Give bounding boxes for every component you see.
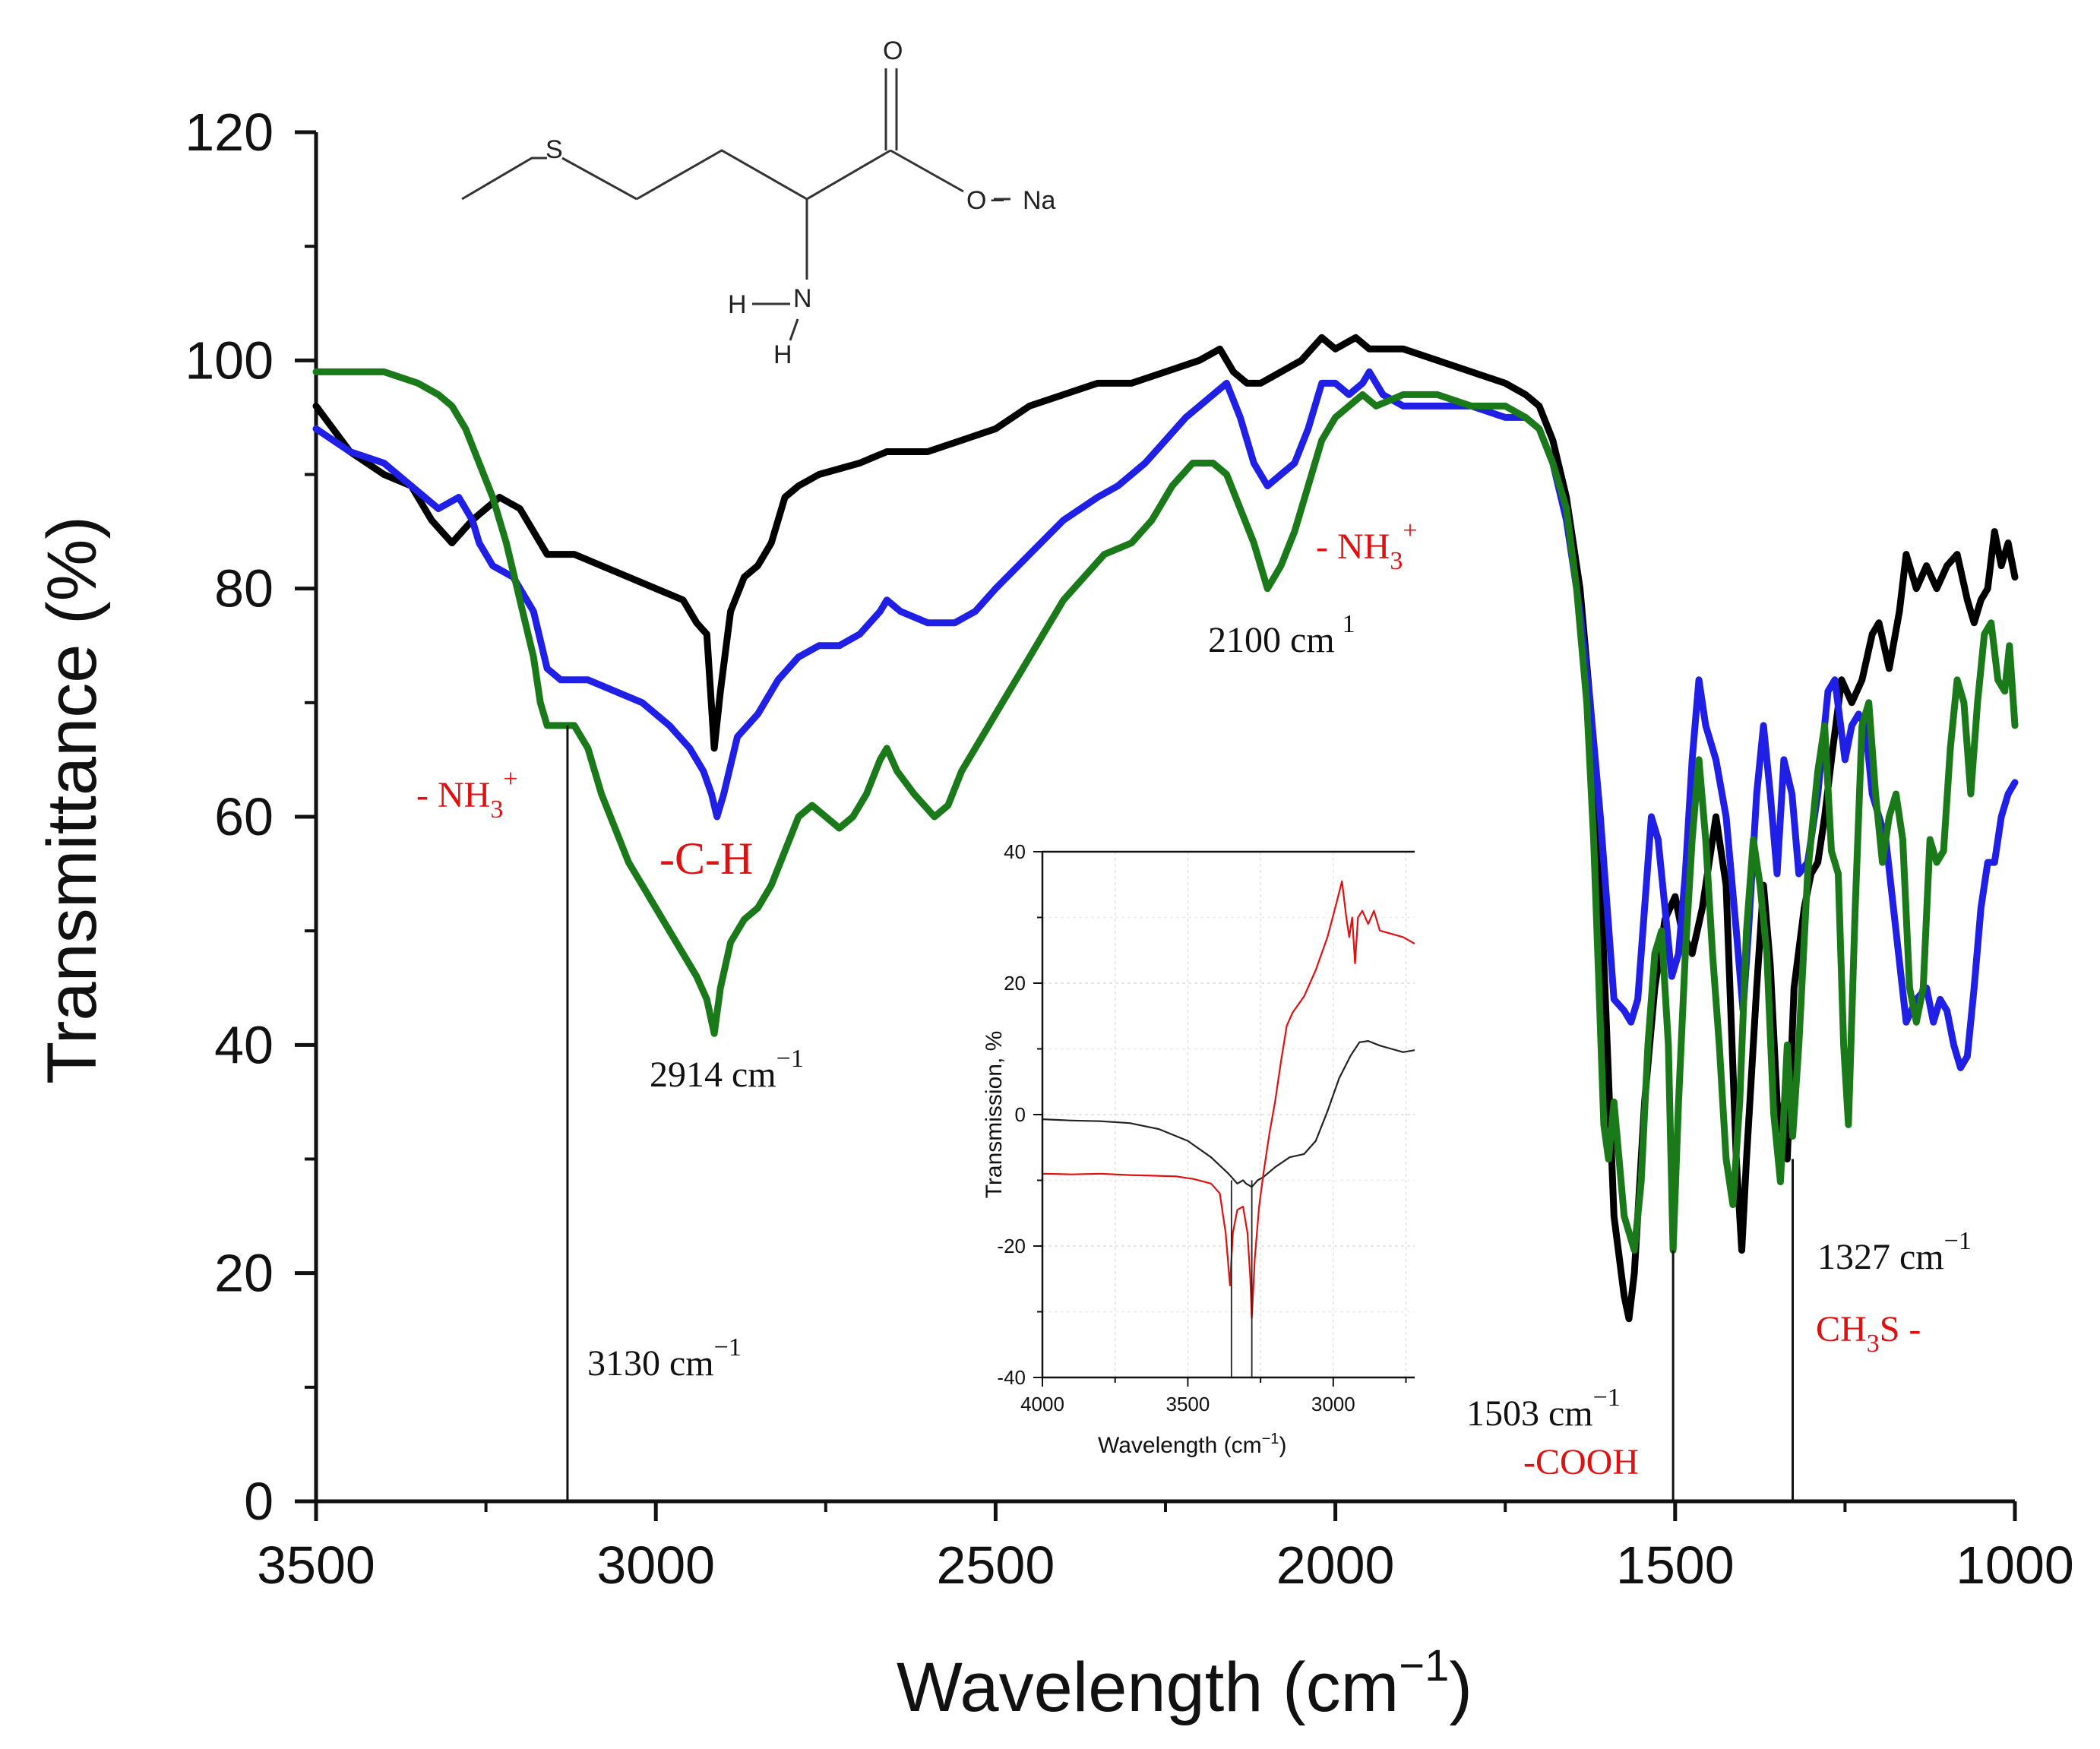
x-tick-label: 1500: [1616, 1536, 1735, 1595]
inset-y-axis-title: Transmission, %: [982, 1031, 1007, 1199]
atom-na: Na: [1023, 186, 1056, 215]
label-3130: 3130 cm−1: [587, 1333, 742, 1384]
y-tick-label: 120: [185, 103, 274, 162]
inset-y-tick-label: 0: [1015, 1103, 1026, 1126]
bond-s-c: [561, 157, 637, 201]
inset-x-tick-label: 3500: [1165, 1393, 1210, 1415]
inset-x-tick-label: 3000: [1311, 1393, 1355, 1415]
inset-y-tick-label: -20: [997, 1235, 1026, 1257]
main-axes: 3500 3000 2500 2000 1500 1000 0 20 40 60 80 100 120: [185, 103, 2074, 1595]
label-ch: -C-H: [659, 833, 753, 884]
label-1503: 1503 cm−1: [1466, 1384, 1621, 1434]
main-series-group: [312, 334, 2019, 1323]
atom-s: S: [546, 135, 563, 164]
bond-chain: [636, 149, 891, 201]
y-tick-label: 40: [214, 1015, 274, 1074]
inset-x-axis-title: Wavelength (cm−1): [1098, 1431, 1286, 1458]
inset-axes: 4000 3500 3000 -40 -20 0 20 40: [997, 840, 1415, 1415]
y-tick-label: 100: [185, 331, 274, 390]
structure-bonds: [461, 157, 547, 201]
x-tick-label: 1000: [1956, 1536, 2074, 1595]
label-ch3s: CH3S -: [1816, 1309, 1921, 1358]
series-line-green: [312, 368, 2019, 1254]
label-1327: 1327 cm−1: [1817, 1227, 1972, 1277]
label-cooh: -COOH: [1523, 1442, 1639, 1482]
inset-series-group: [1042, 880, 1415, 1377]
y-tick-label: 0: [244, 1472, 274, 1531]
atom-h-bottom: H: [773, 340, 792, 369]
inset-y-tick-label: 20: [1004, 972, 1026, 995]
label-nh3-left: - NH3+: [416, 765, 518, 824]
label-2100: 2100 cm 1: [1208, 610, 1355, 660]
reference-lines: [566, 725, 1795, 1501]
atom-n: N: [793, 284, 812, 313]
x-axis-title: Wavelength (cm−1): [897, 1641, 1472, 1726]
label-2914: 2914 cm−1: [650, 1045, 804, 1095]
molecule-structure: S O O − Na H N H: [461, 36, 1056, 369]
x-tick-label: 2000: [1276, 1536, 1395, 1595]
y-axis-title: Transmittance (%): [33, 516, 111, 1084]
series-line-blue: [312, 368, 2019, 1071]
atom-o-top: O: [883, 36, 903, 65]
inset-y-tick-label: -40: [997, 1366, 1026, 1389]
x-tick-label: 2500: [937, 1536, 1055, 1595]
atom-sep: −: [990, 186, 1005, 215]
inset-y-tick-label: 40: [1004, 840, 1026, 863]
label-nh3-right: - NH3+: [1316, 517, 1418, 575]
inset-series-line-red: [1042, 880, 1415, 1320]
series-line-black: [312, 334, 2019, 1323]
atom-h-left: H: [728, 290, 747, 319]
y-tick-label: 80: [214, 559, 274, 618]
x-tick-label: 3500: [257, 1536, 375, 1595]
bond-c-o-single: [890, 149, 964, 193]
x-tick-label: 3000: [596, 1536, 715, 1595]
bond-n-h-down: [789, 318, 799, 341]
atom-o-right: O: [966, 186, 986, 215]
y-tick-label: 20: [214, 1244, 274, 1303]
y-tick-label: 60: [214, 787, 274, 846]
inset-chart: 4000 3500 3000 -40 -20 0 20 40 Wavelength (cm−1…: [982, 840, 1415, 1458]
inset-x-tick-label: 4000: [1020, 1393, 1064, 1415]
